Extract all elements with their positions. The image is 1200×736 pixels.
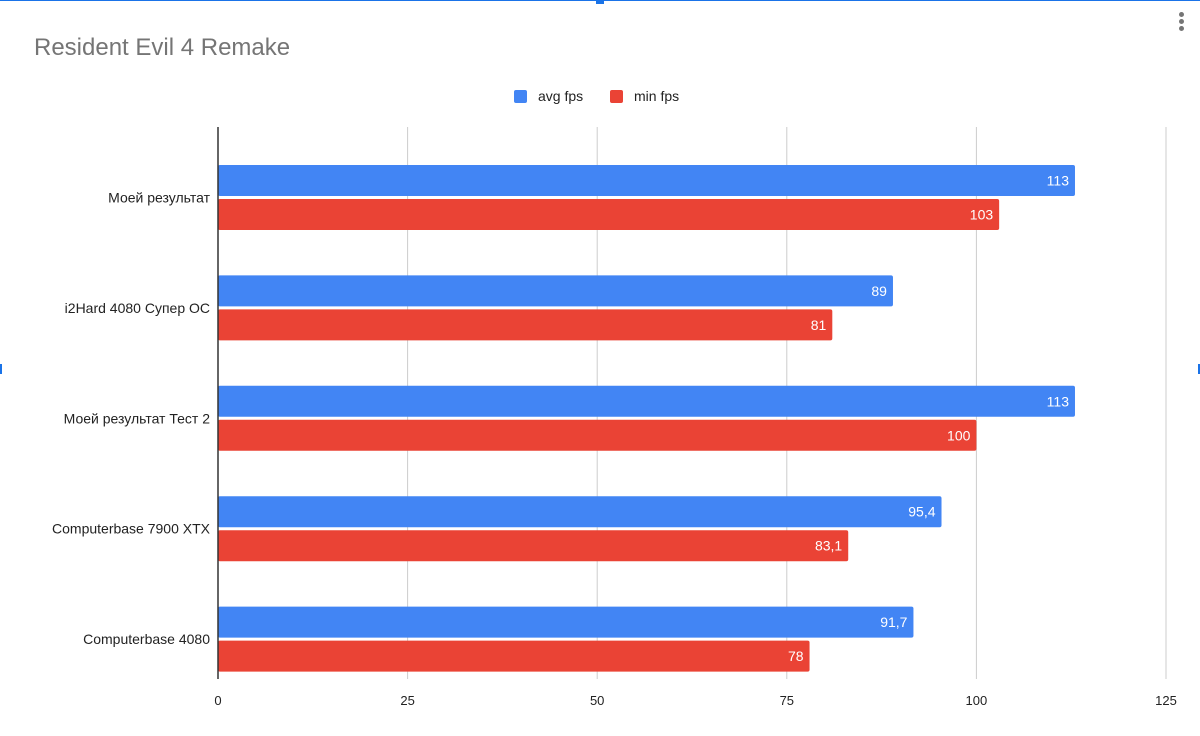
bar-avg-fps-2[interactable]: [218, 385, 1075, 417]
category-label-4: Computerbase 4080: [83, 631, 210, 647]
x-tick-label-125: 125: [1155, 693, 1177, 708]
data-label-min-fps-0: 103: [970, 207, 994, 223]
category-label-0: Моей результат: [108, 190, 210, 206]
data-label-avg-fps-0: 113: [1047, 173, 1070, 189]
more-vert-icon[interactable]: [1179, 12, 1185, 34]
legend-label-avg-fps: avg fps: [538, 88, 584, 104]
legend-swatch-avg-fps: [514, 89, 527, 103]
category-label-3: Computerbase 7900 XTX: [52, 521, 211, 537]
data-label-avg-fps-1: 89: [871, 283, 887, 299]
bar-avg-fps-1[interactable]: [218, 275, 893, 307]
legend-item-min-fps[interactable]: min fps: [610, 86, 679, 106]
bar-min-fps-1[interactable]: [218, 309, 833, 341]
bar-min-fps-0[interactable]: [218, 199, 1000, 230]
data-label-avg-fps-2: 113: [1047, 393, 1070, 409]
bar-min-fps-4[interactable]: [218, 640, 810, 672]
x-tick-label-100: 100: [966, 693, 988, 708]
data-label-min-fps-4: 78: [788, 648, 804, 664]
legend-label-min-fps: min fps: [634, 88, 680, 104]
resize-handle-left[interactable]: [0, 364, 2, 374]
x-tick-label-25: 25: [400, 693, 414, 708]
x-tick-label-50: 50: [590, 693, 604, 708]
bar-avg-fps-3[interactable]: [218, 496, 942, 528]
resize-handle-right[interactable]: [1198, 364, 1200, 374]
legend-swatch-min-fps: [610, 89, 623, 103]
resize-handle-top[interactable]: [596, 0, 604, 4]
data-label-avg-fps-4: 91,7: [880, 614, 907, 630]
legend-item-avg-fps[interactable]: avg fps: [514, 86, 583, 106]
bar-avg-fps-0[interactable]: [218, 165, 1075, 196]
category-label-2: Моей результат Тест 2: [64, 410, 211, 426]
x-tick-label-75: 75: [780, 693, 794, 708]
bar-min-fps-2[interactable]: [218, 419, 977, 451]
data-label-min-fps-1: 81: [811, 317, 827, 333]
chart-title[interactable]: Resident Evil 4 Remake: [34, 34, 291, 61]
x-tick-label-0: 0: [214, 693, 221, 708]
bar-avg-fps-4[interactable]: [218, 606, 914, 638]
chart-legend: avg fps min fps: [0, 86, 1200, 106]
data-label-avg-fps-3: 95,4: [908, 504, 935, 520]
category-label-1: i2Hard 4080 Супер ОС: [65, 300, 210, 316]
bar-min-fps-3[interactable]: [218, 530, 849, 562]
data-label-min-fps-3: 83,1: [815, 538, 842, 554]
data-label-min-fps-2: 100: [947, 427, 971, 443]
